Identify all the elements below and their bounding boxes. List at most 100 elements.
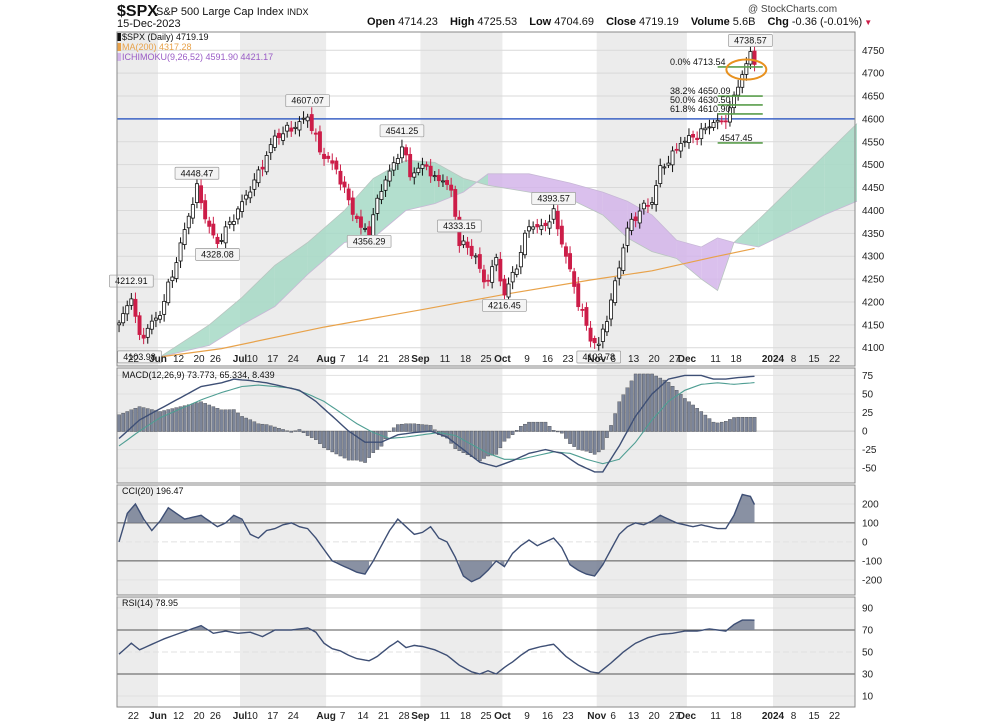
candle-body [235,208,240,220]
rsi-tick-label: 90 [862,604,874,615]
candle-body [194,183,199,203]
price-callout: 4356.29 [346,235,392,248]
volume-value: 5.6B [732,16,756,28]
candle-body [465,241,470,248]
candle-body [207,220,212,227]
callout-label: 4448.47 [181,168,214,178]
candle-body [313,132,318,135]
month-tick-label: Dec [678,354,697,365]
candle-body [133,298,138,317]
callout-label: 4356.29 [353,236,386,246]
ichimoku-cloud-segment [791,155,825,231]
macd-histogram-bar [330,430,335,453]
candle-body [514,268,519,275]
macd-histogram-bar [396,424,400,432]
price-callout: 4103.78 [576,350,621,364]
candle-body [371,214,376,237]
day-tick-label: 11 [710,711,721,722]
macd-histogram-bar [646,373,650,432]
candle-body [166,281,171,304]
day-tick-label: 17 [267,354,279,365]
candle-body [674,148,679,151]
macd-histogram-bar [404,423,408,432]
day-tick-label: 26 [210,711,222,722]
macd-histogram-bar [715,422,720,432]
macd-histogram-bar [215,408,220,432]
month-shade [596,485,687,595]
macd-histogram-bar [461,430,466,453]
macd-histogram-bar [318,430,322,444]
price-callout: 4448.47 [174,166,220,180]
month-tick-label: 2024 [762,711,785,722]
macd-histogram-bar [666,381,671,432]
callout-label: 4103.98 [123,352,156,362]
macd-histogram-bar [432,429,437,432]
down-arrow-icon: ▼ [864,18,873,27]
legend-ma200: MA(200) 4317.28 [122,42,192,52]
cci-tick-label: 100 [862,518,879,529]
candle-body [518,252,523,268]
candle-body [662,166,667,169]
candle-body [531,226,536,230]
fib-level-label: 61.8% 4610.90 [670,104,731,114]
candle-body [350,197,355,215]
highlight-circle [725,58,768,81]
day-tick-label: 15 [808,711,820,722]
day-tick-label: 28 [398,711,410,722]
cci-overbought-fill [729,494,755,523]
macd-histogram-bar [711,421,716,432]
macd-histogram-bar [576,430,581,450]
ichimoku-cloud-segment [734,219,759,247]
candle-body [178,242,183,262]
ichimoku-cloud-segment [209,297,242,346]
candle-body [141,334,146,339]
macd-histogram-bar [531,421,535,432]
candle-body [162,300,167,315]
day-tick-label: 23 [562,354,574,365]
price-callout: 4738.57 [728,34,773,47]
candle-body [568,253,573,270]
macd-histogram-bar [158,411,162,432]
macd-histogram-bar [195,402,199,432]
candle-body [276,132,281,139]
month-tick-label: 2024 [762,354,785,365]
cci-tick-label: 0 [862,537,868,548]
candle-body [486,279,491,282]
candle-body [604,321,609,333]
day-tick-label: 16 [542,354,554,365]
macd-panel-border [116,367,856,484]
macd-histogram-bar [150,409,154,432]
macd-histogram-bar [129,409,134,432]
open-label: Open [367,16,396,28]
macd-histogram-bar [719,421,724,432]
month-shade [240,485,327,595]
day-tick-label: 10 [247,711,259,722]
candle-body [375,197,380,214]
macd-histogram-bar [707,418,712,432]
fib-level-label: 38.2% 4650.09 [670,86,731,96]
macd-histogram-bar [334,430,339,455]
callout-box [117,350,162,364]
candle-body [367,226,372,236]
ichimoku-cloud-segment [652,215,677,259]
macd-histogram-bar [617,401,622,432]
macd-histogram-bar [555,430,560,433]
ichimoku-cloud-segment [676,240,702,280]
fib-level-label: 50.0% 4630.50 [670,95,731,105]
price-tick-label: 4200 [862,297,885,308]
chart-header: $SPX S&P 500 Large Cap Index INDX 15-Dec… [0,0,1000,32]
macd-histogram-bar [182,405,187,432]
day-tick-label: 15 [808,354,820,365]
price-tick-label: 4600 [862,114,885,125]
macd-histogram-bar [678,394,683,432]
macd-histogram-bar [592,430,597,455]
macd-histogram-bar [285,430,289,432]
candle-body [633,216,638,222]
day-tick-label: 27 [669,354,681,365]
macd-histogram-bar [588,430,593,453]
day-tick-label: 6 [610,711,616,722]
candle-body [453,189,458,217]
macd-histogram-bar [514,430,519,432]
day-tick-label: 20 [193,354,205,365]
day-tick-label: 11 [710,354,721,365]
